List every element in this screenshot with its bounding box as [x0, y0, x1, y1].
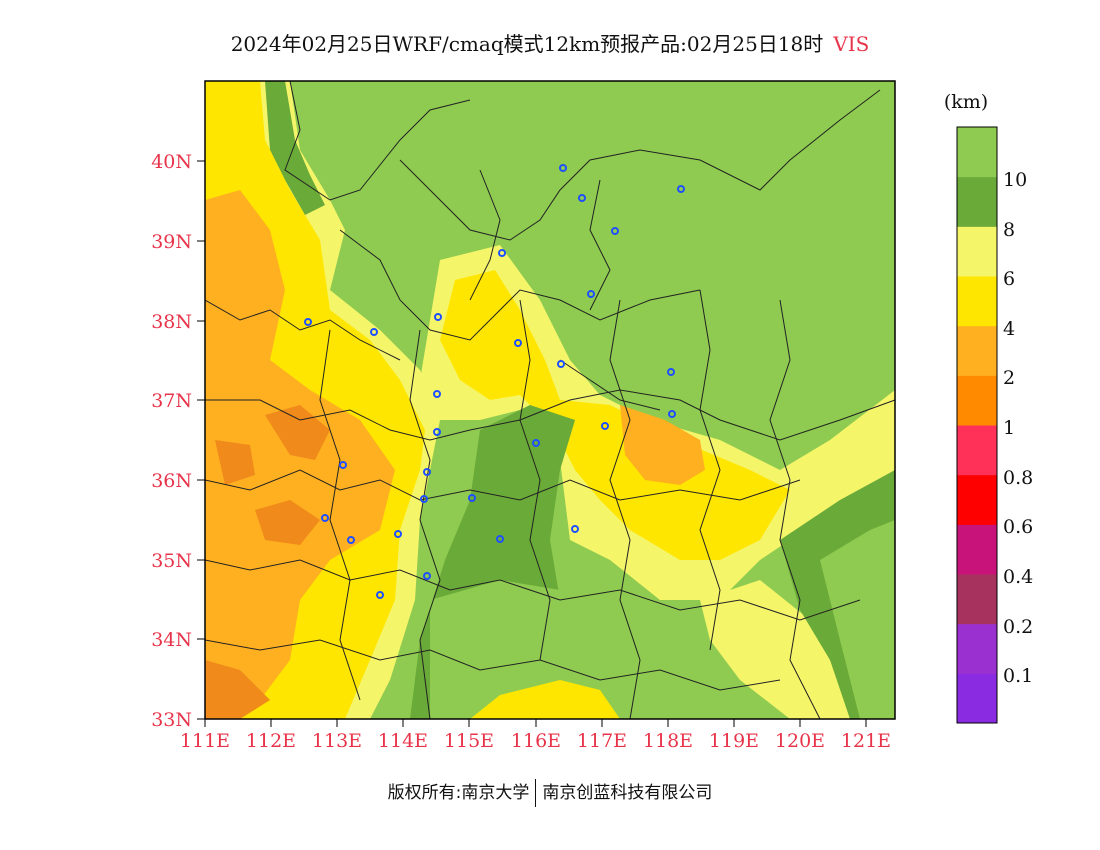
colorbar-swatch	[957, 474, 997, 525]
x-tick-label: 115E	[444, 730, 494, 752]
colorbar-swatch	[957, 276, 997, 327]
y-tick-label: 36N	[151, 470, 192, 492]
chart-title: 2024年02月25日WRF/cmaq模式12km预报产品:02月25日18时 V…	[0, 28, 1100, 57]
colorbar: (km) 0.1 0.2 0.4 0.6 0.8 1 2 4 6 8 10	[944, 91, 1033, 724]
field-dark-green-west	[265, 81, 325, 215]
x-tick-labels: 111E 112E 113E 114E 115E 116E 117E 118E …	[180, 730, 891, 752]
x-tick-label: 118E	[643, 730, 693, 752]
x-tick-label: 121E	[841, 730, 891, 752]
visibility-field	[205, 81, 895, 719]
field-west-dark-orange-1	[265, 405, 330, 460]
colorbar-unit: (km)	[944, 91, 988, 113]
x-tick-label: 114E	[378, 730, 428, 752]
field-west-dark-orange-2	[255, 500, 320, 545]
colorbar-label: 0.8	[1003, 467, 1033, 489]
y-tick-label: 37N	[151, 390, 192, 412]
boundary-lines	[205, 81, 895, 719]
company-text: 南京创蓝科技有限公司	[542, 783, 713, 803]
colorbar-label: 4	[1003, 318, 1015, 340]
field-east-green	[820, 520, 895, 719]
x-tick-label: 116E	[511, 730, 561, 752]
y-tick-label: 38N	[151, 311, 192, 333]
y-tick-label: 35N	[151, 550, 192, 572]
colorbar-label: 0.6	[1003, 516, 1033, 538]
x-tick-label: 112E	[246, 730, 296, 752]
field-central-orange	[620, 405, 705, 485]
colorbar-swatch	[957, 425, 997, 476]
colorbar-label: 1	[1003, 417, 1015, 439]
colorbar-swatch	[957, 623, 997, 674]
x-tick-label: 119E	[709, 730, 759, 752]
colorbar-label: 0.1	[1003, 665, 1033, 687]
city-markers	[304, 164, 685, 599]
title-text: 2024年02月25日WRF/cmaq模式12km预报产品:02月25日18时	[230, 32, 824, 56]
colorbar-label: 0.4	[1003, 566, 1033, 588]
x-tick-label: 111E	[180, 730, 230, 752]
x-tick-label: 113E	[312, 730, 362, 752]
colorbar-label: 2	[1003, 367, 1015, 389]
field-south-green	[430, 580, 820, 719]
y-tick-label: 40N	[151, 151, 192, 173]
footer-separator	[535, 779, 537, 807]
y-tick-label: 34N	[151, 629, 192, 651]
field-south-light-yellow	[700, 580, 860, 719]
colorbar-swatch	[957, 127, 997, 178]
x-tick-label: 117E	[577, 730, 627, 752]
y-tick-labels: 33N 34N 35N 36N 37N 38N 39N 40N	[151, 151, 192, 731]
y-tick-label: 39N	[151, 231, 192, 253]
variable-label: VIS	[833, 32, 870, 56]
colorbar-swatch	[957, 524, 997, 575]
colorbar-labels: 0.1 0.2 0.4 0.6 0.8 1 2 4 6 8 10	[1003, 169, 1033, 687]
colorbar-label: 6	[1003, 268, 1015, 290]
field-west-dark-orange-4	[215, 440, 255, 485]
tick-marks	[197, 160, 867, 727]
colorbar-swatch	[957, 574, 997, 625]
colorbar-label: 0.2	[1003, 616, 1033, 638]
field-west-dark-orange-3	[205, 660, 270, 719]
colorbar-swatch	[957, 176, 997, 227]
x-tick-label: 120E	[775, 730, 825, 752]
y-tick-label: 33N	[151, 709, 192, 731]
field-south-yellow	[470, 680, 620, 719]
copyright-text: 版权所有:南京大学	[387, 783, 530, 803]
colorbar-swatch	[957, 226, 997, 277]
colorbar-swatch	[957, 673, 997, 724]
colorbar-swatch	[957, 375, 997, 426]
footer: 版权所有:南京大学 南京创蓝科技有限公司	[0, 778, 1100, 807]
colorbar-label: 8	[1003, 219, 1015, 241]
colorbar-frame	[956, 126, 998, 724]
colorbar-label: 10	[1003, 169, 1027, 191]
colorbar-swatch	[957, 325, 997, 376]
colorbar-swatches	[957, 127, 997, 724]
